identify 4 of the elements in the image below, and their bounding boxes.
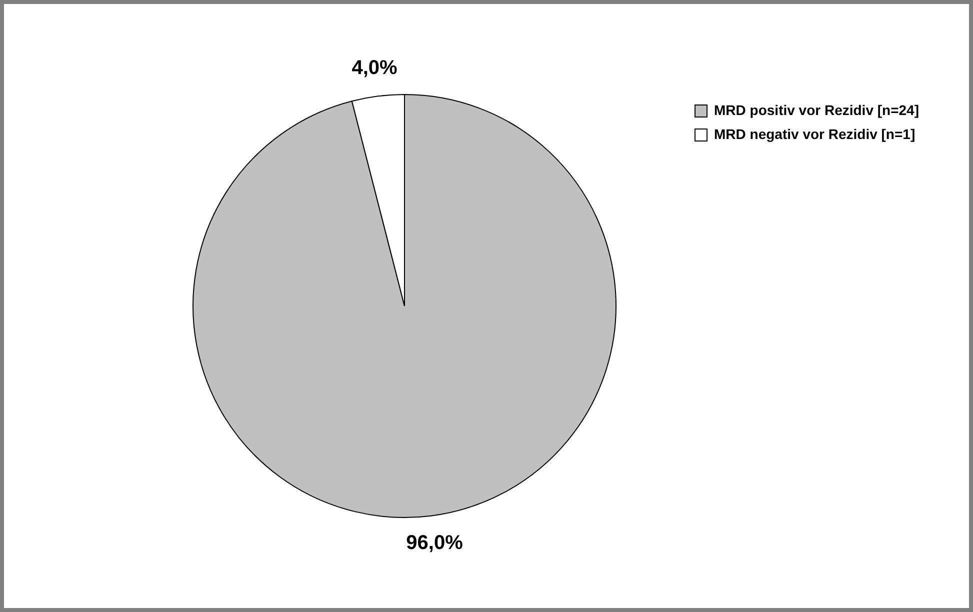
legend-label: MRD negativ vor Rezidiv [n=1] bbox=[714, 126, 916, 142]
data-label: 4,0% bbox=[352, 56, 398, 79]
legend-label: MRD positiv vor Rezidiv [n=24] bbox=[714, 102, 919, 118]
data-label: 96,0% bbox=[406, 532, 464, 554]
